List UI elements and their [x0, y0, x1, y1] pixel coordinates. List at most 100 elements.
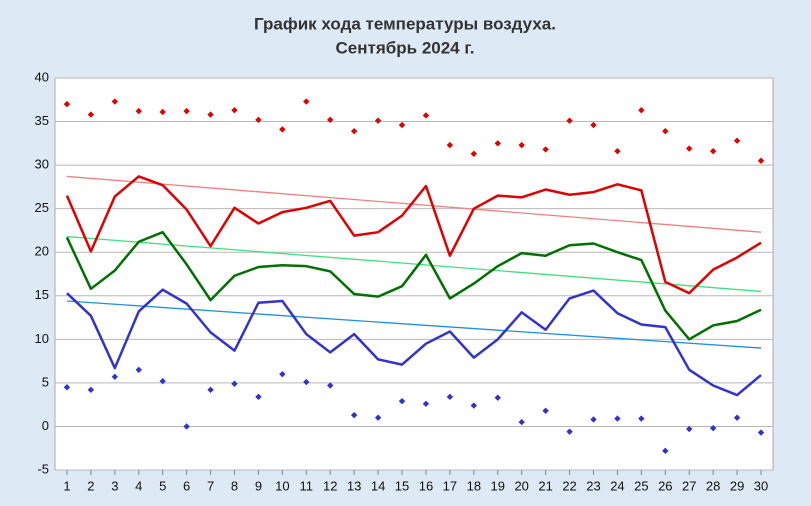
- x-tick-label: 16: [419, 478, 433, 493]
- point-marker: [733, 137, 741, 144]
- x-tick-label: 27: [682, 478, 696, 493]
- point-marker: [111, 373, 119, 380]
- y-tick-label: 25: [35, 200, 49, 215]
- x-tick-label: 21: [538, 478, 552, 493]
- y-tick-label: 0: [42, 418, 49, 433]
- point-marker: [709, 147, 717, 155]
- point-marker: [135, 366, 142, 374]
- point-marker: [638, 415, 645, 422]
- x-tick-label: 3: [111, 478, 118, 493]
- point-marker: [566, 117, 573, 124]
- x-tick-label: 23: [586, 478, 600, 493]
- y-tick-label: 15: [35, 287, 49, 302]
- x-tick-label: 1: [63, 478, 70, 493]
- x-tick-label: 19: [491, 478, 505, 493]
- point-marker: [350, 127, 358, 135]
- point-marker: [350, 411, 358, 419]
- point-marker: [446, 393, 454, 401]
- point-marker: [374, 117, 382, 124]
- point-marker: [709, 424, 717, 432]
- point-marker: [470, 402, 478, 409]
- x-tick-label: 28: [706, 478, 720, 493]
- point-marker: [398, 397, 406, 405]
- point-marker: [183, 107, 190, 115]
- x-tick-label: 22: [562, 478, 576, 493]
- point-marker: [446, 141, 454, 149]
- series-line: [65, 230, 762, 341]
- point-marker: [231, 107, 238, 114]
- point-marker: [398, 121, 406, 129]
- point-marker: [231, 380, 238, 387]
- point-marker: [279, 126, 286, 133]
- y-tick-label: 5: [42, 374, 49, 389]
- plot-area: [54, 77, 774, 471]
- point-marker: [207, 386, 214, 394]
- point-marker: [422, 400, 430, 407]
- point-marker: [303, 98, 310, 105]
- x-tick-label: 15: [395, 478, 409, 493]
- x-tick-label: 7: [207, 478, 214, 493]
- point-marker: [518, 418, 525, 426]
- point-marker: [518, 141, 525, 149]
- point-marker: [757, 429, 765, 436]
- y-tick-label: 35: [35, 113, 49, 128]
- y-tick-label: 10: [35, 331, 49, 346]
- point-marker: [662, 447, 669, 455]
- x-tick-label: 18: [467, 478, 481, 493]
- point-marker: [566, 428, 573, 435]
- x-tick-label: 25: [634, 478, 648, 493]
- series-line: [66, 300, 762, 349]
- point-marker: [255, 116, 262, 124]
- point-marker: [542, 407, 549, 414]
- point-marker: [470, 150, 478, 157]
- point-marker: [733, 414, 741, 421]
- point-marker: [87, 386, 95, 394]
- point-marker: [422, 112, 430, 119]
- point-marker: [135, 107, 142, 115]
- point-marker: [494, 140, 501, 147]
- point-marker: [638, 107, 645, 114]
- x-tick-label: 14: [371, 478, 385, 493]
- point-marker: [111, 98, 119, 105]
- series-line: [66, 175, 762, 233]
- point-marker: [757, 157, 765, 164]
- x-tick-label: 8: [231, 478, 238, 493]
- x-tick-label: 6: [183, 478, 190, 493]
- point-marker: [590, 121, 597, 129]
- point-marker: [614, 415, 621, 422]
- point-marker: [614, 147, 621, 155]
- series-line: [66, 288, 762, 397]
- series-line: [66, 235, 762, 293]
- x-tick-label: 30: [754, 478, 768, 493]
- y-tick-label: 30: [35, 157, 49, 172]
- point-marker: [207, 111, 214, 118]
- point-marker: [494, 394, 501, 401]
- point-marker: [255, 393, 262, 401]
- chart-title: График хода температуры воздуха.: [254, 14, 556, 33]
- point-marker: [87, 111, 95, 118]
- point-marker: [63, 100, 71, 108]
- series-line: [65, 175, 762, 295]
- x-tick-label: 9: [255, 478, 262, 493]
- x-tick-label: 2: [87, 478, 94, 493]
- y-tick-label: 40: [35, 69, 49, 84]
- point-marker: [183, 423, 190, 430]
- point-marker: [63, 384, 71, 391]
- x-tick-label: 29: [730, 478, 744, 493]
- y-tick-label: 20: [35, 244, 49, 259]
- x-tick-label: 4: [135, 478, 142, 493]
- point-marker: [159, 377, 166, 385]
- point-marker: [327, 116, 334, 124]
- point-marker: [542, 146, 549, 153]
- point-marker: [159, 108, 166, 116]
- chart-subtitle: Сентябрь 2024 г.: [336, 38, 475, 57]
- point-marker: [686, 425, 693, 433]
- x-tick-label: 11: [300, 478, 314, 493]
- point-marker: [279, 370, 286, 378]
- x-tick-label: 5: [159, 478, 166, 493]
- point-marker: [686, 145, 693, 152]
- x-tick-label: 10: [275, 478, 289, 493]
- point-marker: [590, 416, 597, 423]
- point-marker: [374, 414, 382, 421]
- x-tick-label: 24: [610, 478, 624, 493]
